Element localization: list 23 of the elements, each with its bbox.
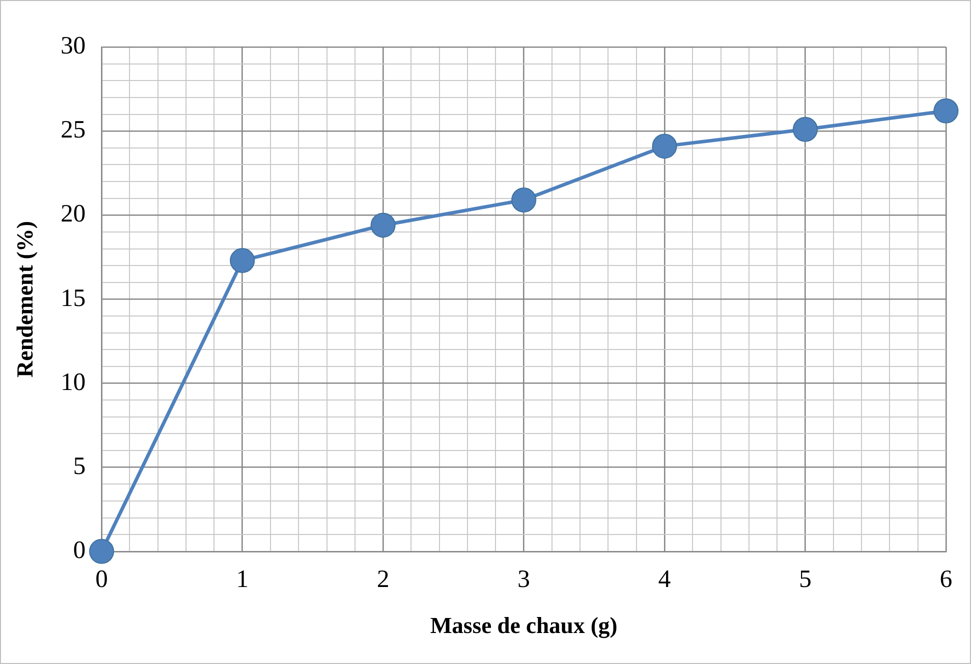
y-tick-label: 0 <box>73 536 86 564</box>
y-tick-label: 25 <box>60 116 86 144</box>
x-tick-label: 3 <box>518 566 530 593</box>
point <box>652 134 678 159</box>
point <box>230 248 255 274</box>
y-tick-label: 20 <box>60 200 86 228</box>
y-tick-label: 10 <box>60 368 86 396</box>
x-tick-label: 2 <box>376 566 390 593</box>
x-tick-label: 6 <box>940 566 952 593</box>
x-tick-label: 5 <box>799 566 812 593</box>
y-tick-label: 30 <box>60 32 86 60</box>
y-axis-title: Rendement (%) <box>12 220 38 378</box>
point <box>792 116 818 142</box>
x-tick-label: 0 <box>95 566 108 593</box>
x-tick-label: 4 <box>658 566 672 593</box>
y-tick-label: 5 <box>73 452 86 480</box>
point <box>511 188 536 212</box>
point <box>370 212 396 238</box>
x-axis-title: Masse de chaux (g) <box>430 613 618 640</box>
x-tick-label: 1 <box>236 566 249 593</box>
point <box>89 538 114 564</box>
point <box>934 98 958 124</box>
y-tick-label: 15 <box>60 284 86 312</box>
